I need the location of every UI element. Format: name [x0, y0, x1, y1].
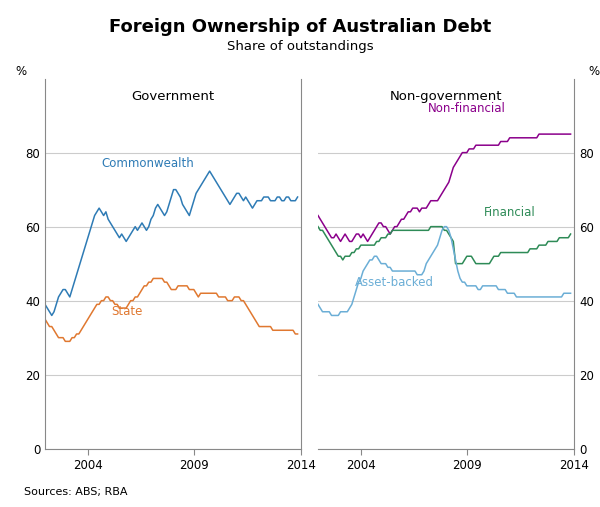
Text: State: State	[111, 305, 143, 318]
Text: Financial: Financial	[484, 205, 536, 219]
Text: Non-government: Non-government	[390, 90, 502, 103]
Text: Share of outstandings: Share of outstandings	[227, 40, 373, 53]
Text: Asset-backed: Asset-backed	[355, 276, 434, 289]
Text: %: %	[589, 65, 600, 78]
Text: Government: Government	[131, 90, 215, 103]
Text: Sources: ABS; RBA: Sources: ABS; RBA	[24, 487, 128, 497]
Text: Commonwealth: Commonwealth	[101, 157, 194, 170]
Text: Non-financial: Non-financial	[428, 102, 506, 115]
Text: %: %	[16, 65, 26, 78]
Text: Foreign Ownership of Australian Debt: Foreign Ownership of Australian Debt	[109, 18, 491, 36]
